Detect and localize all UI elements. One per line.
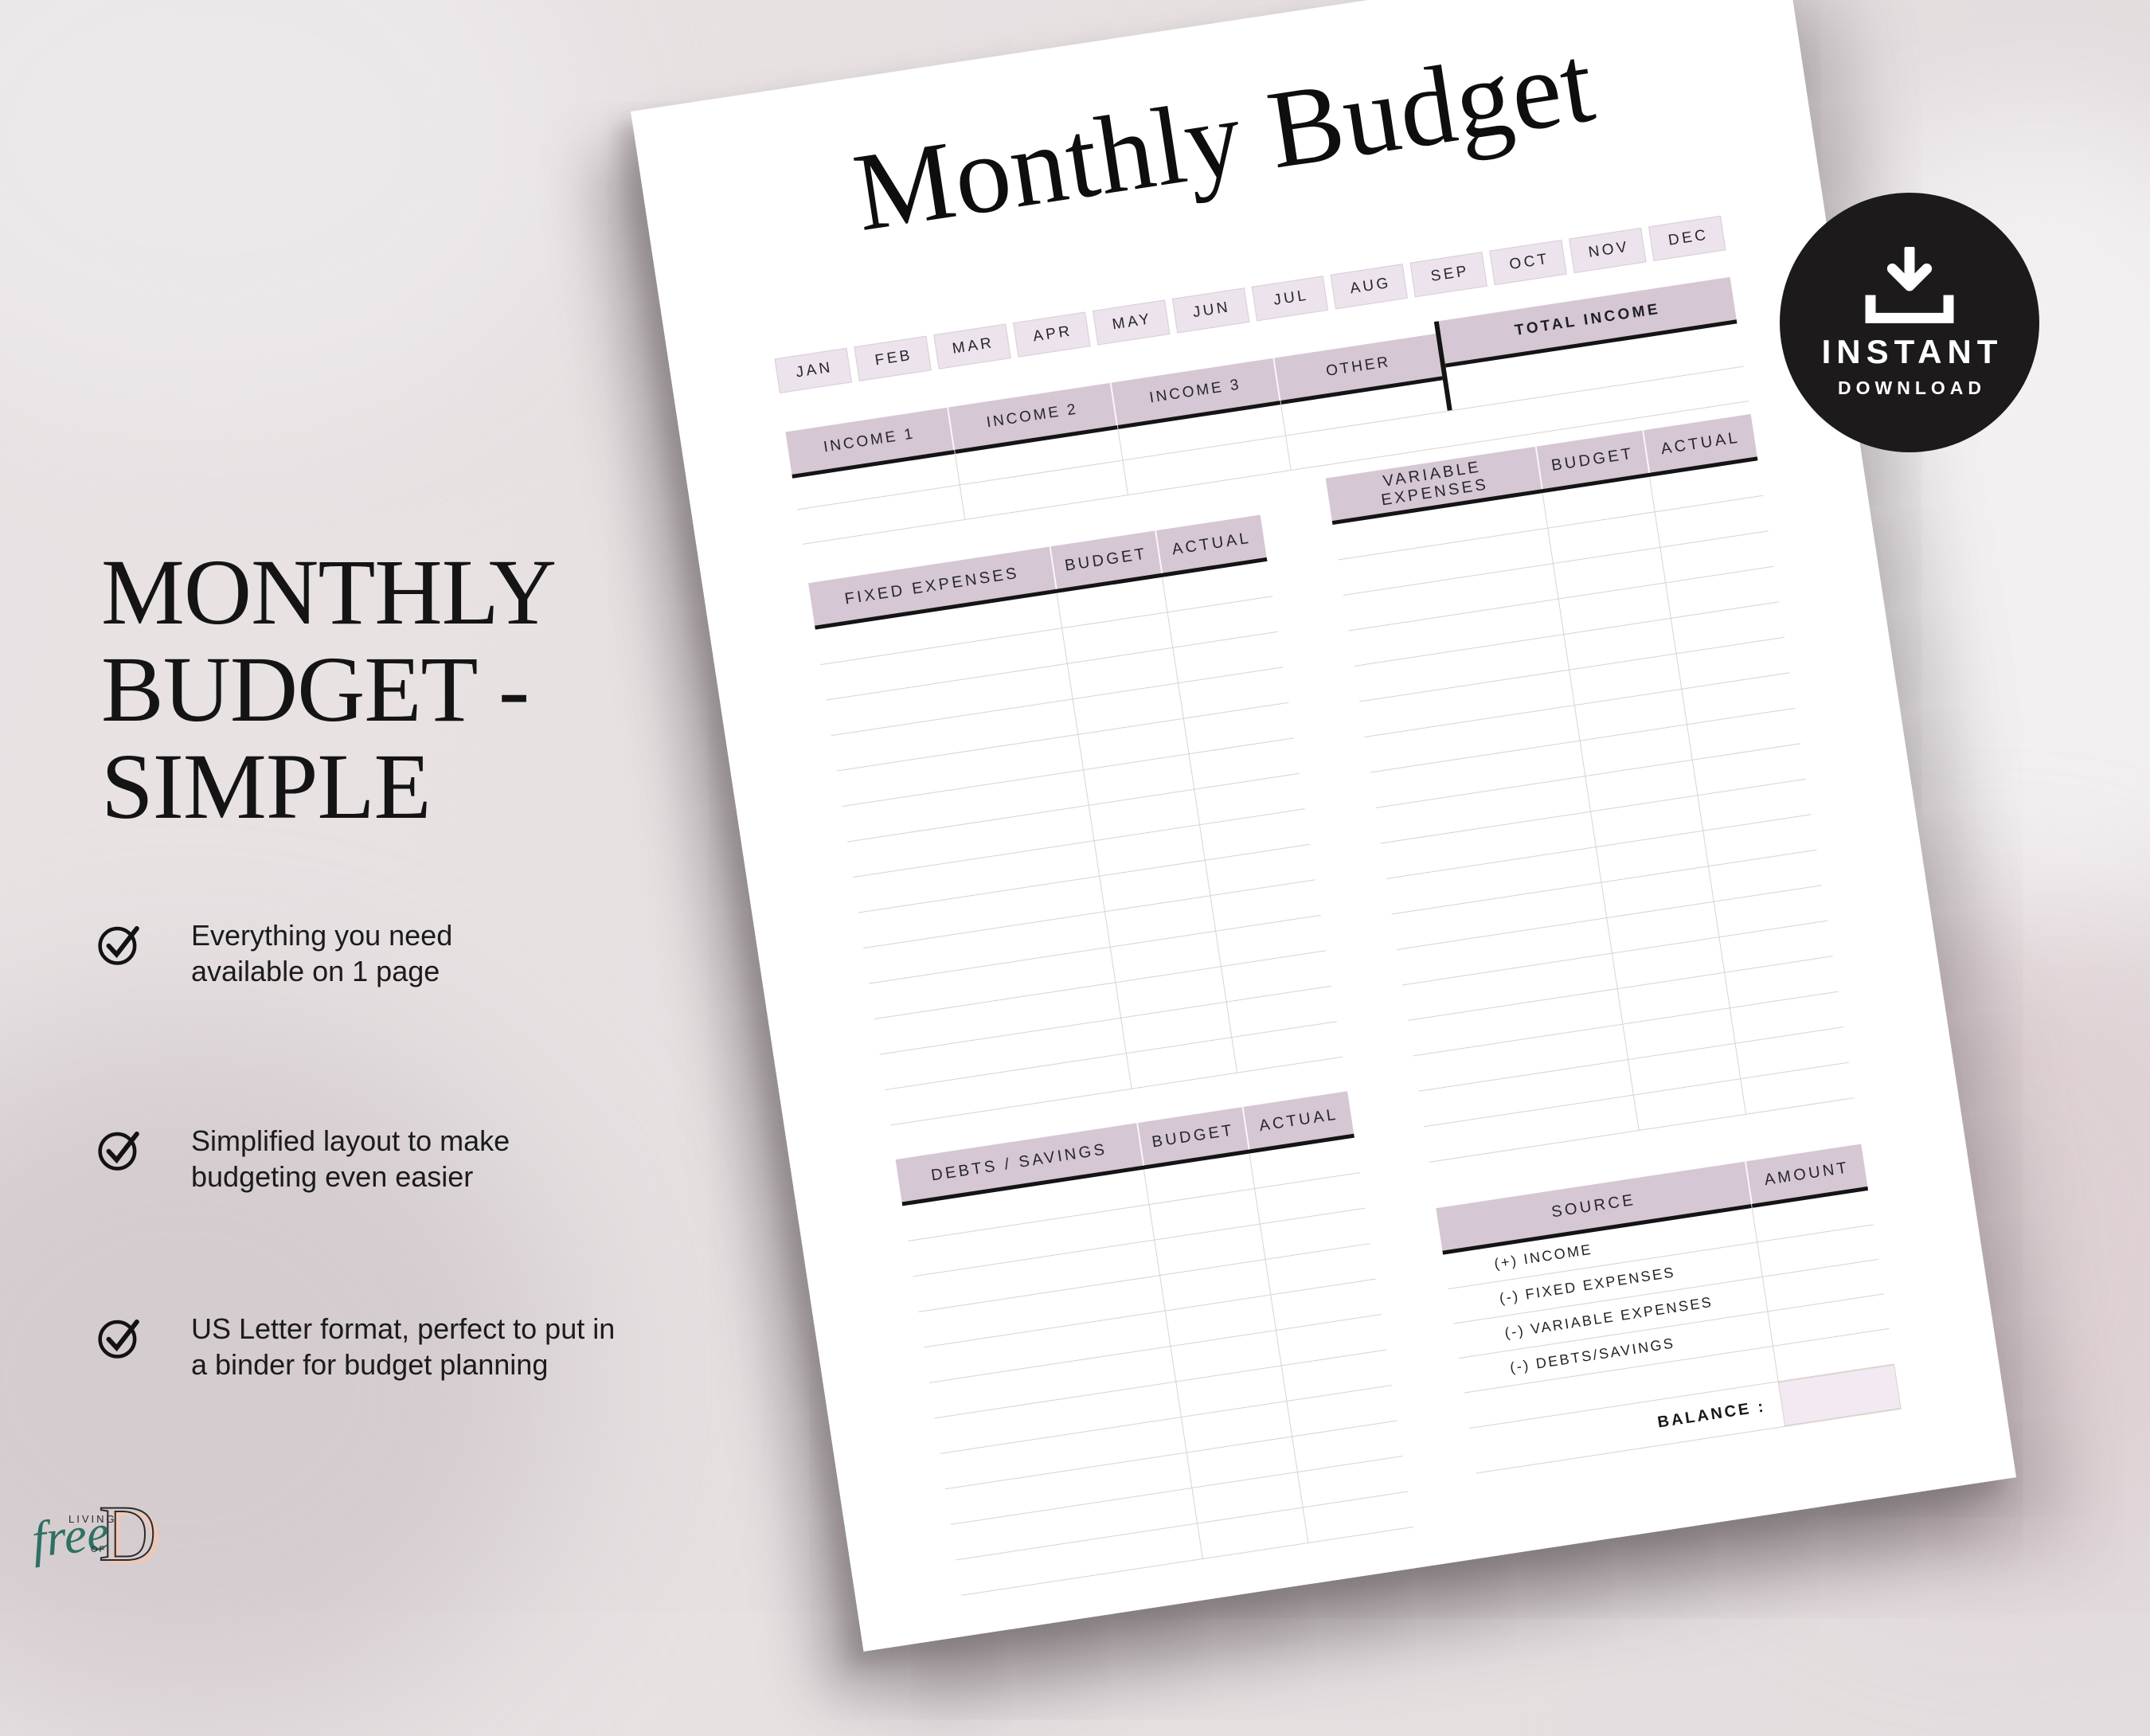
table-rows	[815, 561, 1343, 1126]
background-glow-top-left	[0, 0, 573, 414]
summary-table: SOURCE AMOUNT (+) INCOME (-) FIXED EXPENS…	[1436, 1144, 1902, 1474]
month-tab-feb: FEB	[854, 335, 932, 381]
feature-bullet-2: Simplified layout to make budgeting even…	[97, 1123, 510, 1194]
badge-line-2: DOWNLOAD	[1838, 377, 1986, 398]
logo-letter-d-outline: D	[98, 1489, 157, 1578]
month-tab-nov: NOV	[1569, 227, 1647, 274]
variable-expenses-table: VARIABLE EXPENSES BUDGET ACTUAL	[1325, 413, 1855, 1163]
feature-bullet-3: US Letter format, perfect to put in a bi…	[97, 1311, 615, 1382]
logo-word-living: LIVING	[68, 1513, 117, 1525]
fixed-expenses-table: FIXED EXPENSES BUDGET ACTUAL	[808, 514, 1343, 1126]
check-circle-icon	[98, 926, 139, 965]
logo-word-of: OF	[91, 1545, 107, 1554]
debts-savings-table: DEBTS / SAVINGS BUDGET ACTUAL	[895, 1091, 1413, 1596]
badge-line-1: INSTANT	[1821, 332, 2003, 370]
table-rows	[1332, 460, 1855, 1163]
month-tab-dec: DEC	[1648, 215, 1726, 262]
brand-logo: D D LIVING free OF	[29, 1493, 191, 1588]
feature-bullet-text: US Letter format, perfect to put in a bi…	[191, 1312, 616, 1381]
month-tab-sep: SEP	[1409, 252, 1488, 298]
month-tab-mar: MAR	[933, 323, 1011, 369]
feature-bullet-text: Simplified layout to make budgeting even…	[191, 1124, 510, 1193]
table-rows	[902, 1137, 1413, 1596]
feature-bullet-1: Everything you need available on 1 page	[97, 917, 452, 989]
month-tab-aug: AUG	[1330, 264, 1409, 310]
month-tab-may: MAY	[1092, 299, 1171, 346]
check-circle-icon	[98, 1132, 139, 1171]
instant-download-badge: INSTANT DOWNLOAD	[1780, 193, 2039, 452]
download-icon	[1865, 246, 1954, 323]
logo-letter-d-fill: D	[104, 1493, 162, 1582]
month-tab-jan: JAN	[774, 347, 852, 394]
month-tab-jul: JUL	[1251, 276, 1329, 322]
month-tab-oct: OCT	[1489, 239, 1568, 286]
feature-bullet-text: Everything you need available on 1 page	[191, 919, 453, 987]
month-tab-apr: APR	[1012, 311, 1091, 358]
product-title: MONTHLY BUDGET - SIMPLE	[101, 540, 557, 839]
logo-word-free: free	[29, 1503, 112, 1568]
month-tab-jun: JUN	[1171, 287, 1249, 334]
check-circle-icon	[98, 1320, 139, 1359]
